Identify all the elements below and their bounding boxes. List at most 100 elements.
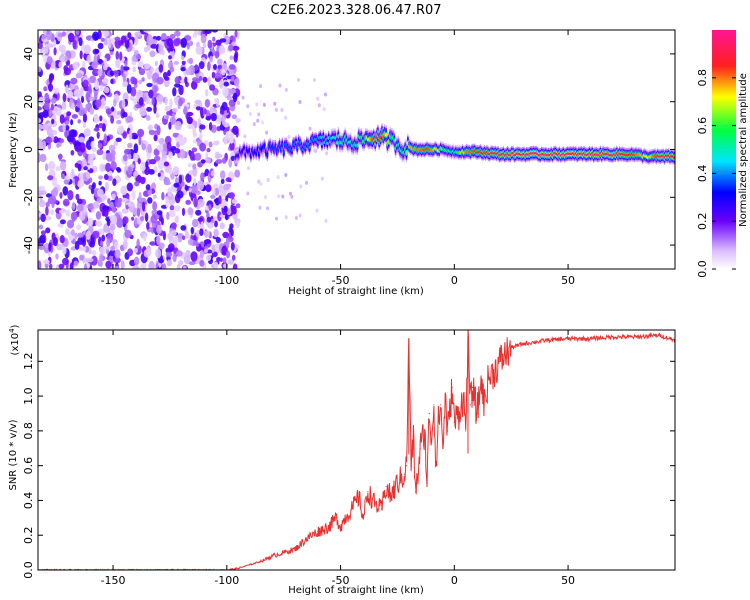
noise-speckle	[111, 193, 116, 200]
noise-speckle	[99, 115, 103, 122]
noise-speckle	[217, 58, 223, 66]
noise-speckle	[186, 116, 193, 125]
noise-speckle	[156, 224, 163, 234]
noise-speckle	[77, 232, 84, 238]
noise-speckle	[38, 243, 46, 250]
figure-title: C2E6.2023.328.06.47.R07	[270, 3, 441, 18]
noise-speckle	[146, 69, 153, 80]
noise-speckle	[181, 60, 186, 65]
noise-speckle	[56, 142, 60, 148]
noise-speckle	[158, 258, 165, 264]
noise-speckle	[281, 194, 285, 199]
noise-speckle	[189, 150, 195, 161]
snr-point	[305, 538, 307, 540]
noise-speckle	[74, 232, 78, 239]
noise-speckle	[219, 257, 223, 262]
noise-speckle	[205, 254, 212, 261]
spectrogram-xlabel: Height of straight line (km)	[288, 286, 424, 297]
snr-xtick-label: -100	[214, 574, 239, 587]
noise-speckle	[278, 83, 282, 88]
snr-point	[465, 430, 467, 432]
noise-speckle	[228, 44, 234, 52]
noise-speckle	[190, 227, 194, 235]
snr-point	[567, 338, 569, 340]
noise-speckle	[178, 174, 183, 184]
noise-speckle	[172, 253, 177, 263]
noise-speckle	[178, 84, 184, 96]
noise-speckle	[158, 64, 164, 73]
noise-speckle	[86, 154, 94, 164]
noise-speckle	[59, 114, 65, 124]
noise-speckle	[193, 120, 198, 129]
noise-speckle	[67, 90, 74, 99]
noise-speckle	[134, 181, 140, 187]
noise-speckle	[77, 119, 81, 124]
noise-speckle	[157, 159, 165, 170]
noise-speckle	[235, 118, 241, 123]
noise-speckle	[70, 229, 75, 236]
noise-speckle	[53, 237, 58, 247]
noise-speckle	[214, 50, 220, 59]
noise-speckle	[261, 120, 265, 125]
noise-speckle	[86, 54, 92, 64]
noise-speckle	[230, 155, 236, 161]
noise-speckle	[45, 227, 51, 234]
noise-speckle	[315, 208, 319, 213]
noise-speckle	[216, 257, 221, 262]
noise-speckle	[87, 203, 94, 210]
noise-speckle	[50, 97, 57, 104]
noise-speckle	[194, 152, 202, 161]
snr-panel: -150 -100 -50 0 50 0.0 0.2 0.4 0.6 0.8 1.0 1.2 Heig…	[8, 324, 676, 596]
ridge-cell	[405, 151, 408, 155]
noise-speckle	[133, 152, 138, 162]
snr-point	[658, 334, 660, 336]
snr-point	[428, 412, 430, 415]
noise-speckle	[104, 57, 108, 67]
noise-speckle	[88, 84, 92, 93]
noise-speckle	[165, 197, 169, 208]
noise-speckle	[207, 39, 213, 49]
noise-speckle	[214, 97, 219, 104]
snr-point	[483, 404, 485, 406]
noise-speckle	[39, 195, 43, 203]
noise-speckle	[187, 66, 191, 76]
noise-speckle	[60, 173, 65, 179]
noise-speckle	[123, 154, 128, 162]
noise-speckle	[152, 194, 157, 199]
noise-speckle	[229, 223, 234, 229]
noise-speckle	[120, 260, 125, 269]
noise-speckle	[102, 155, 107, 160]
noise-speckle	[143, 46, 148, 53]
noise-speckle	[153, 148, 160, 156]
snr-point	[344, 517, 346, 519]
snr-point	[471, 386, 474, 388]
noise-speckle	[255, 102, 259, 107]
noise-speckle	[145, 184, 151, 191]
noise-speckle	[63, 179, 70, 185]
noise-speckle	[105, 260, 112, 269]
noise-speckle	[61, 101, 67, 110]
noise-speckle	[98, 122, 104, 129]
snr-point	[249, 564, 251, 566]
noise-speckle	[115, 50, 120, 60]
noise-speckle	[230, 75, 235, 82]
noise-speckle	[105, 152, 113, 162]
noise-speckle	[228, 158, 232, 168]
noise-speckle	[138, 135, 142, 146]
noise-speckle	[276, 175, 280, 180]
noise-speckle	[203, 230, 210, 238]
noise-speckle	[167, 243, 175, 252]
noise-speckle	[241, 95, 245, 100]
noise-speckle	[204, 89, 209, 97]
noise-speckle	[199, 142, 207, 152]
noise-speckle	[114, 36, 121, 41]
snr-point	[510, 346, 512, 348]
noise-speckle	[150, 43, 158, 49]
colorbar: 0.0 0.2 0.4 0.6 0.8 Normalized spectral ampl…	[696, 30, 749, 278]
noise-speckle	[98, 180, 102, 186]
noise-speckle	[298, 213, 302, 218]
noise-speckle	[179, 148, 186, 159]
noise-speckle	[232, 263, 238, 269]
noise-speckle	[65, 120, 70, 125]
noise-speckle	[175, 177, 179, 185]
